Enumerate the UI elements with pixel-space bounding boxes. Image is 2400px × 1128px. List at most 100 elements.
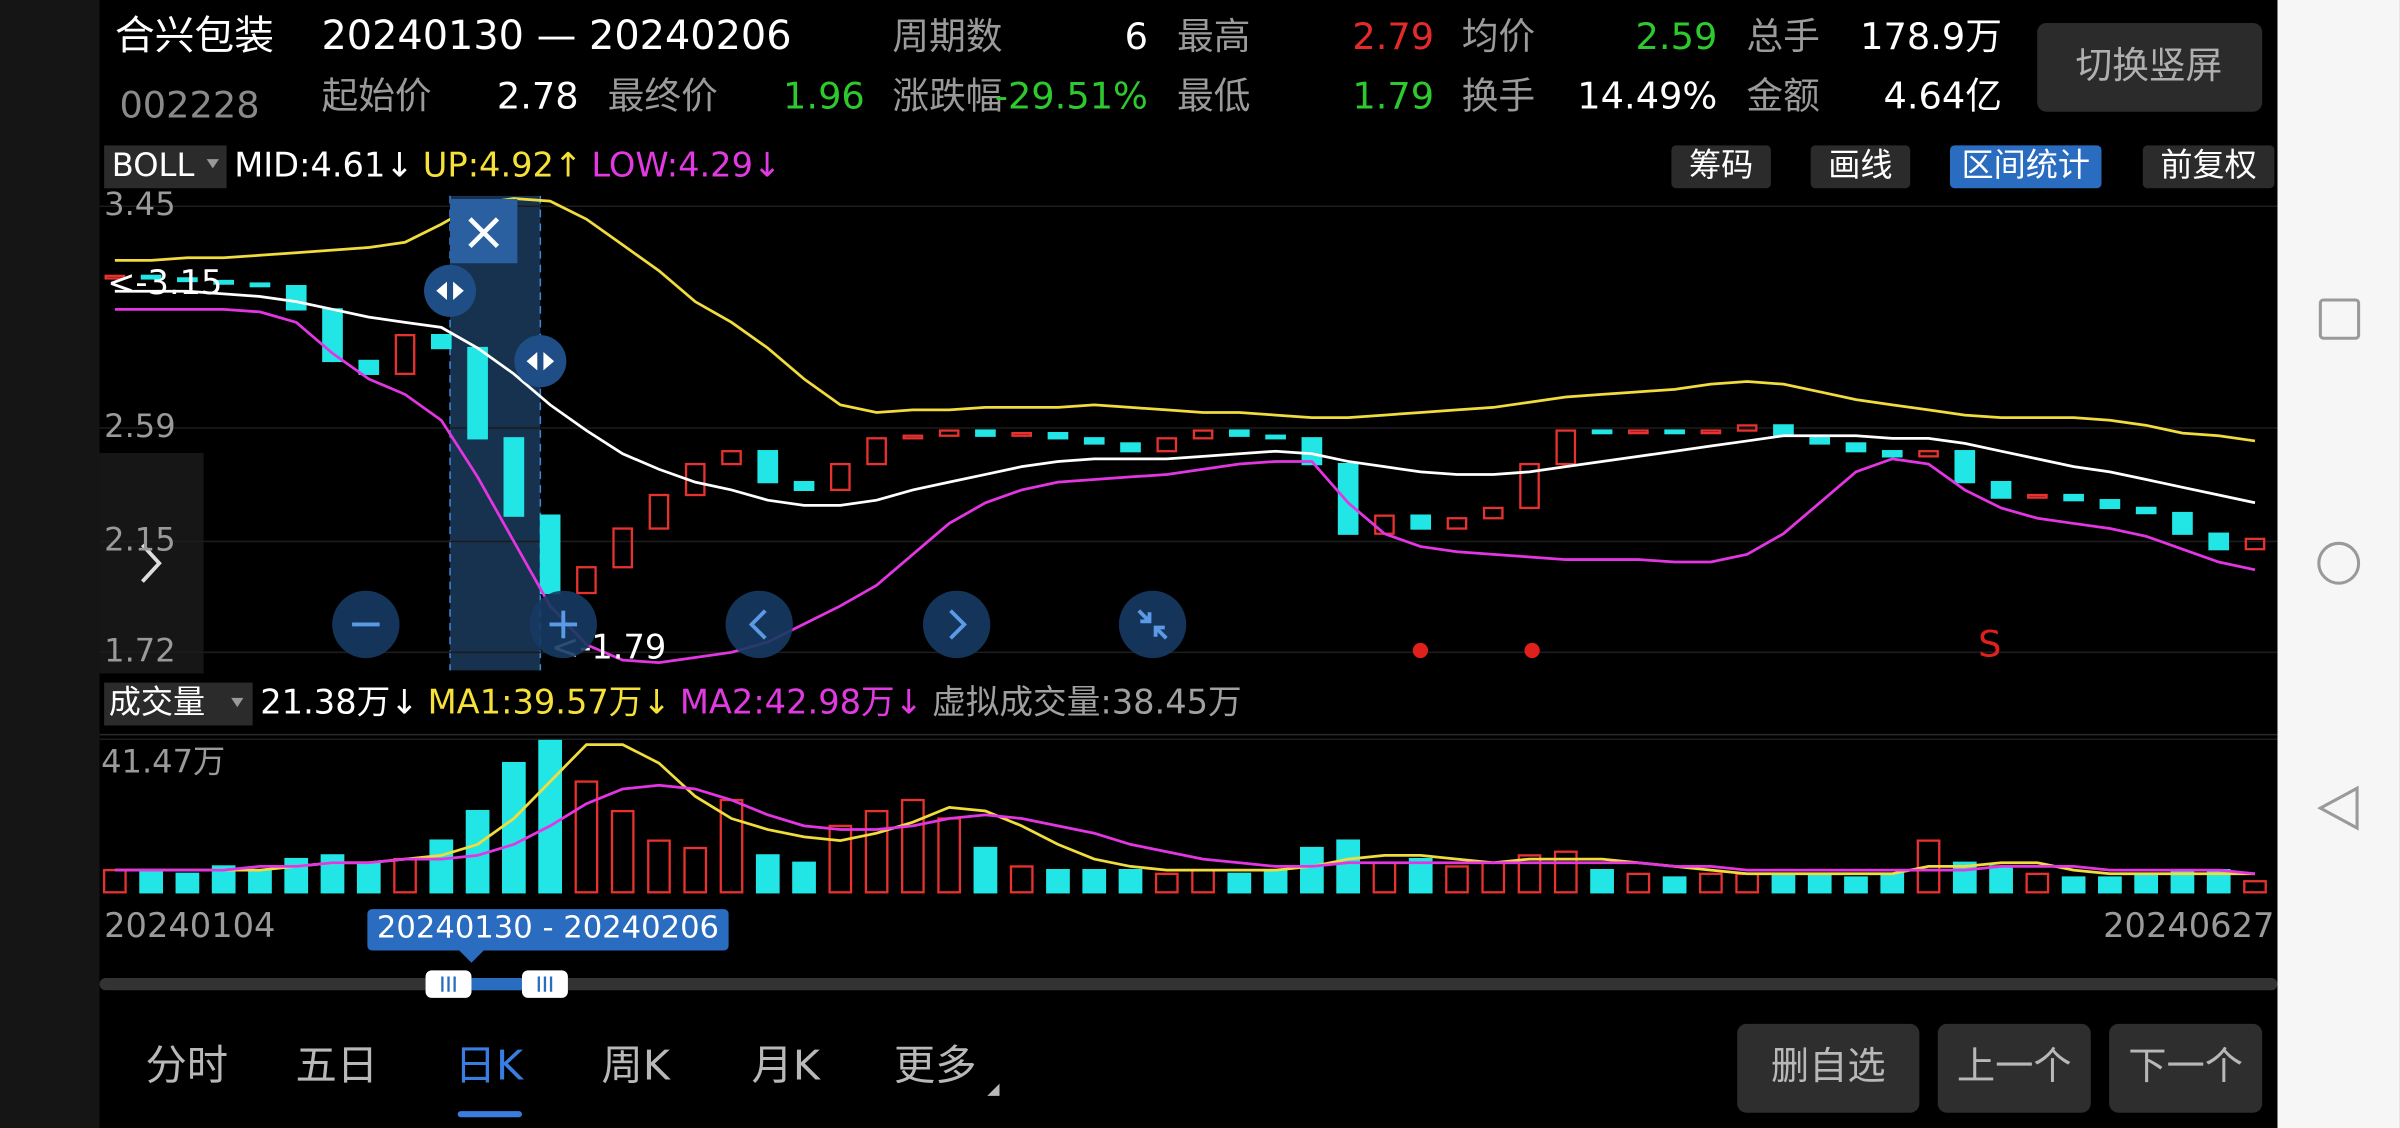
volume-bar bbox=[429, 839, 454, 894]
tool-button[interactable] bbox=[1810, 145, 1911, 189]
stat-value: 2.59 bbox=[1636, 15, 1718, 58]
range-handle[interactable] bbox=[514, 335, 567, 388]
candle bbox=[648, 493, 670, 530]
candle bbox=[938, 429, 960, 437]
candle bbox=[1265, 434, 1286, 440]
range-handle[interactable] bbox=[424, 264, 477, 317]
tool-label[interactable]: 区间统计 bbox=[1961, 146, 2089, 184]
nav-control[interactable] bbox=[1118, 590, 1187, 659]
signal-dot bbox=[1524, 642, 1540, 659]
action-button[interactable] bbox=[1737, 1023, 1920, 1113]
scroll-track[interactable] bbox=[99, 978, 2278, 991]
period-tab[interactable]: 月K bbox=[752, 1041, 821, 1089]
candle bbox=[2172, 511, 2193, 535]
stat-value: 1.79 bbox=[1352, 74, 1434, 117]
candle bbox=[1845, 442, 1867, 453]
volume-bar bbox=[1082, 869, 1107, 894]
action-label[interactable]: 删自选 bbox=[1771, 1044, 1886, 1089]
candle bbox=[394, 334, 416, 375]
nav-icon bbox=[1137, 609, 1168, 640]
candle bbox=[793, 480, 815, 492]
tool-label[interactable]: 筹码 bbox=[1689, 146, 1753, 184]
action-label[interactable]: 下一个 bbox=[2128, 1044, 2243, 1089]
volume-bar bbox=[1771, 872, 1796, 894]
period-tab[interactable]: 日K bbox=[455, 1041, 524, 1089]
stat-label: 起始价 bbox=[321, 74, 431, 117]
volume-bar bbox=[175, 872, 200, 894]
volume-select[interactable] bbox=[104, 682, 253, 726]
volume-bar bbox=[1844, 876, 1868, 894]
action-button[interactable] bbox=[2109, 1023, 2263, 1113]
candle bbox=[1519, 462, 1540, 510]
expand-icon bbox=[140, 543, 162, 583]
candle bbox=[358, 359, 380, 375]
candle bbox=[503, 437, 525, 517]
volume-ma-line bbox=[114, 783, 2256, 876]
stat-value: 178.9万 bbox=[1860, 15, 2002, 58]
candle bbox=[829, 462, 851, 492]
volume-bar bbox=[1445, 865, 1469, 894]
nav-home[interactable] bbox=[2317, 541, 2361, 585]
candle bbox=[1664, 429, 1685, 435]
volume-bar bbox=[1662, 876, 1687, 894]
nav-recents[interactable] bbox=[2318, 298, 2361, 340]
chart-layer: 3.452.592.151.72<-3.15<-1.79 S41.47万20240… bbox=[99, 185, 2278, 1118]
stat-value: 2.79 bbox=[1352, 15, 1434, 58]
nav-icon bbox=[949, 609, 968, 640]
candle bbox=[1591, 429, 1613, 435]
y-tick-label: 3.45 bbox=[104, 185, 176, 223]
tool-button[interactable] bbox=[2142, 145, 2275, 189]
tool-label[interactable]: 前复权 bbox=[2160, 146, 2256, 184]
candle bbox=[1482, 506, 1504, 520]
tool-button[interactable] bbox=[1949, 145, 2102, 189]
candle bbox=[2244, 537, 2266, 551]
candle bbox=[612, 527, 634, 569]
nav-control[interactable] bbox=[922, 590, 991, 659]
candle bbox=[1120, 442, 1141, 453]
period-tab[interactable]: 更多 bbox=[894, 1041, 977, 1089]
nav-control[interactable] bbox=[725, 590, 793, 659]
scroll-range[interactable] bbox=[448, 978, 545, 991]
indicator-value: 虚拟成交量:38.45万 bbox=[932, 683, 1242, 722]
indicator-value: 21.38万↓ bbox=[260, 683, 418, 722]
handle-grip bbox=[441, 976, 456, 992]
volume-ma-line bbox=[114, 743, 2255, 876]
period-tab[interactable]: 五日 bbox=[295, 1041, 378, 1089]
volume-bar bbox=[1880, 872, 1905, 894]
candle bbox=[1990, 480, 2012, 499]
signal-dot bbox=[1412, 642, 1429, 659]
indicator-name[interactable]: BOLL bbox=[112, 146, 195, 184]
indicator-select[interactable] bbox=[104, 145, 227, 189]
candle bbox=[1229, 429, 1250, 437]
orientation-button[interactable] bbox=[2037, 22, 2263, 112]
nav-icon bbox=[549, 610, 578, 639]
candle bbox=[1156, 437, 1178, 453]
candle bbox=[249, 282, 271, 288]
volume-bar bbox=[356, 861, 381, 894]
action-button[interactable] bbox=[1937, 1023, 2091, 1113]
tool-label[interactable]: 画线 bbox=[1828, 146, 1892, 184]
tab-underline bbox=[457, 1111, 522, 1118]
tool-button[interactable] bbox=[1671, 145, 1771, 189]
indicator-value: UP:4.92↑ bbox=[423, 145, 582, 184]
period-tab[interactable]: 分时 bbox=[145, 1041, 228, 1089]
volume-bar bbox=[1590, 869, 1614, 894]
period-tab[interactable]: 周K bbox=[602, 1041, 671, 1089]
candle bbox=[1410, 514, 1432, 530]
stock-code: 002228 bbox=[119, 84, 259, 127]
orientation-label[interactable]: 切换竖屏 bbox=[2075, 44, 2222, 87]
action-label[interactable]: 上一个 bbox=[1957, 1044, 2072, 1089]
side-expand[interactable] bbox=[99, 453, 204, 674]
handle-icon bbox=[436, 281, 464, 300]
boll-line bbox=[114, 307, 2256, 664]
range: 20240130 — 20240206 bbox=[321, 13, 791, 59]
stat-value: 2.78 bbox=[497, 74, 579, 117]
indicator-value: MID:4.61↓ bbox=[234, 145, 413, 184]
nav-back[interactable] bbox=[2317, 785, 2359, 831]
candle bbox=[1301, 437, 1323, 466]
volume-name[interactable]: 成交量 bbox=[109, 683, 205, 721]
stat-value: 6 bbox=[1125, 15, 1148, 58]
stat-label: 涨跌幅 bbox=[892, 74, 1002, 117]
candle bbox=[1736, 424, 1758, 432]
